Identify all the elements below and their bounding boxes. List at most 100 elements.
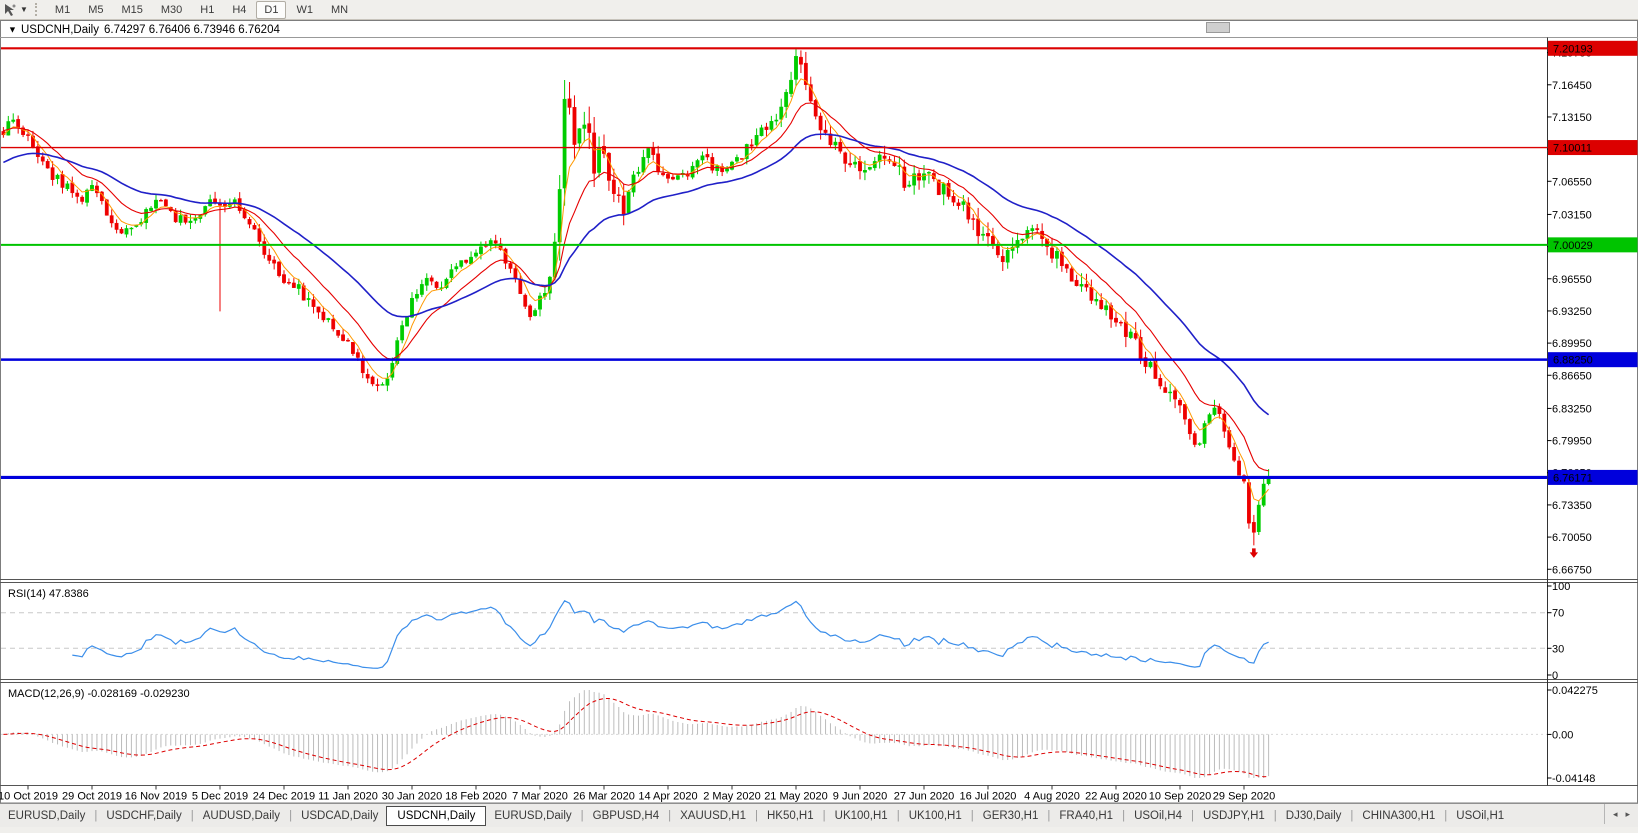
chart-title-ohlc: 6.74297 6.76406 6.73946 6.76204	[104, 24, 280, 36]
svg-text:0.042275: 0.042275	[1552, 685, 1598, 697]
chart-tab-EURUSD-Daily[interactable]: EURUSD,Daily	[8, 810, 86, 822]
chart-collapse-icon[interactable]: ▼	[8, 25, 17, 35]
tab-separator: |	[1350, 810, 1354, 822]
svg-text:18 Feb 2020: 18 Feb 2020	[445, 791, 507, 803]
tab-separator: |	[1047, 810, 1051, 822]
date-axis[interactable]: 10 Oct 2019 29 Oct 2019 16 Nov 2019 5 Dec 2…	[0, 785, 1275, 803]
tool-dropdown-caret-icon[interactable]: ▼	[20, 5, 28, 14]
svg-text:7.16450: 7.16450	[1552, 80, 1592, 92]
tf-button-D1[interactable]: D1	[256, 0, 287, 19]
tf-button-W1[interactable]: W1	[296, 3, 313, 16]
svg-text:9 Jun 2020: 9 Jun 2020	[833, 791, 887, 803]
sell-arrow-marker	[1249, 548, 1259, 558]
svg-text:14 Apr 2020: 14 Apr 2020	[638, 791, 697, 803]
tab-scroll-right-icon[interactable]: ▸	[1625, 808, 1630, 819]
tab-separator: |	[1273, 810, 1277, 822]
svg-text:24 Dec 2019: 24 Dec 2019	[253, 791, 315, 803]
svg-text:0.00: 0.00	[1552, 729, 1573, 741]
tab-separator: |	[1444, 810, 1448, 822]
chart-title-symbol: USDCNH,Daily	[21, 24, 99, 36]
chart-tab-AUDUSD-Daily[interactable]: AUDUSD,Daily	[202, 810, 281, 822]
chart-window[interactable]: 7.197507.164507.131507.098507.065507.031…	[0, 20, 1638, 803]
moving-average-lines	[3, 78, 1270, 502]
chart-tab-USDCHF-Daily[interactable]: USDCHF,Daily	[106, 810, 182, 822]
svg-text:10 Oct 2019: 10 Oct 2019	[0, 791, 58, 803]
cursor-tool-button[interactable]: ▼	[3, 3, 28, 17]
tab-separator: |	[580, 810, 584, 822]
svg-text:6.83250: 6.83250	[1552, 403, 1592, 415]
svg-text:4 Aug 2020: 4 Aug 2020	[1024, 791, 1080, 803]
chart-tab-USOil-H4[interactable]: USOil,H4	[1134, 810, 1182, 822]
tf-button-M5[interactable]: M5	[88, 3, 104, 16]
chart-tab-CHINA300-H1[interactable]: CHINA300,H1	[1362, 810, 1436, 822]
tab-separator: |	[822, 810, 826, 822]
svg-text:21 May 2020: 21 May 2020	[764, 791, 828, 803]
tf-button-MN[interactable]: MN	[330, 3, 349, 16]
svg-text:30 Jan 2020: 30 Jan 2020	[382, 791, 443, 803]
tab-separator: |	[190, 810, 194, 822]
status-strip	[0, 827, 1638, 833]
rsi-panel-plot	[72, 600, 1269, 669]
chart-tab-USDCAD-Daily[interactable]: USDCAD,Daily	[301, 810, 379, 822]
crosshair-cursor-icon	[5, 3, 16, 16]
svg-text:6.76171: 6.76171	[1553, 472, 1593, 484]
svg-text:26 Mar 2020: 26 Mar 2020	[573, 791, 635, 803]
chart-tab-GBPUSD-H4[interactable]: GBPUSD,H4	[592, 810, 660, 822]
timeframe-buttons: M1 M5 M15 M30 H1 H4 D1 W1 MN	[46, 0, 357, 19]
svg-text:6.79950: 6.79950	[1552, 436, 1592, 448]
svg-text:7.03150: 7.03150	[1552, 209, 1592, 221]
svg-text:10 Sep 2020: 10 Sep 2020	[1149, 791, 1211, 803]
rsi-indicator-label: RSI(14) 47.8386	[8, 588, 89, 600]
svg-text:29 Sep 2020: 29 Sep 2020	[1213, 791, 1275, 803]
svg-text:16 Jul 2020: 16 Jul 2020	[960, 791, 1017, 803]
svg-text:7.00029: 7.00029	[1553, 240, 1593, 252]
tf-button-H4[interactable]: H4	[232, 3, 247, 16]
tab-separator: |	[1191, 810, 1194, 822]
chart-tab-GER30-H1[interactable]: GER30,H1	[982, 810, 1039, 822]
chart-tab-XAUUSD-H1[interactable]: XAUUSD,H1	[680, 810, 746, 822]
svg-text:6.88250: 6.88250	[1553, 355, 1593, 367]
chart-tab-USDCNH-Daily[interactable]: USDCNH,Daily	[386, 806, 487, 826]
svg-text:30: 30	[1552, 643, 1564, 655]
svg-text:16 Nov 2019: 16 Nov 2019	[125, 791, 187, 803]
svg-text:6.86650: 6.86650	[1552, 370, 1592, 382]
price-axis[interactable]: 7.197507.164507.131507.098507.065507.031…	[1547, 48, 1598, 785]
horizontal-level-lines[interactable]	[1, 47, 1548, 480]
chart-tab-HK50-H1[interactable]: HK50,H1	[766, 810, 814, 822]
chart-tab-FRA40-H1[interactable]: FRA40,H1	[1059, 810, 1114, 822]
svg-text:6.96550: 6.96550	[1552, 274, 1592, 286]
chart-tab-EURUSD-Daily[interactable]: EURUSD,Daily	[494, 810, 572, 822]
svg-text:70: 70	[1552, 608, 1564, 620]
chart-frame	[0, 20, 1638, 803]
svg-text:7 Mar 2020: 7 Mar 2020	[512, 791, 568, 803]
tab-separator: |	[94, 810, 98, 822]
tab-separator: |	[1122, 810, 1126, 822]
chart-tab-DJ30-Daily[interactable]: DJ30,Daily	[1285, 810, 1342, 822]
tab-scroll-left-icon[interactable]: ◂	[1612, 808, 1618, 819]
tab-separator: |	[754, 810, 758, 822]
tf-button-M1[interactable]: M1	[54, 3, 71, 16]
svg-text:7.13150: 7.13150	[1552, 112, 1592, 124]
chart-tab-USOil-H1[interactable]: USOil,H1	[1456, 810, 1505, 822]
tf-button-M15[interactable]: M15	[121, 3, 143, 16]
tf-button-H1[interactable]: H1	[200, 3, 215, 16]
timeframe-toolbar: ▼ M1 M5 M15 M30 H1 H4 D1 W1 MN	[0, 0, 1638, 20]
chart-tab-USDJPY-H1[interactable]: USDJPY,H1	[1203, 810, 1265, 822]
svg-text:11 Jan 2020: 11 Jan 2020	[318, 791, 378, 803]
svg-text:27 Jun 2020: 27 Jun 2020	[894, 791, 955, 803]
tab-separator: |	[668, 810, 672, 822]
tf-button-M30[interactable]: M30	[160, 3, 183, 16]
tab-scroll-box: ◂ ▸	[1603, 804, 1638, 824]
svg-text:29 Oct 2019: 29 Oct 2019	[62, 791, 122, 803]
macd-panel-plot	[3, 690, 1270, 778]
tab-separator: |	[289, 810, 293, 822]
svg-text:6.70050: 6.70050	[1552, 532, 1592, 544]
svg-text:6.93250: 6.93250	[1552, 306, 1592, 318]
chart-scrollbar-thumb[interactable]	[1206, 22, 1230, 33]
chart-tab-UK100-H1[interactable]: UK100,H1	[908, 810, 962, 822]
toolbar-grip-handle[interactable]	[34, 3, 39, 16]
svg-text:5 Dec 2019: 5 Dec 2019	[192, 791, 248, 803]
macd-indicator-label: MACD(12,26,9) -0.028169 -0.029230	[8, 688, 190, 700]
rsi-level-lines	[1, 612, 1548, 735]
chart-tab-UK100-H1[interactable]: UK100,H1	[834, 810, 888, 822]
